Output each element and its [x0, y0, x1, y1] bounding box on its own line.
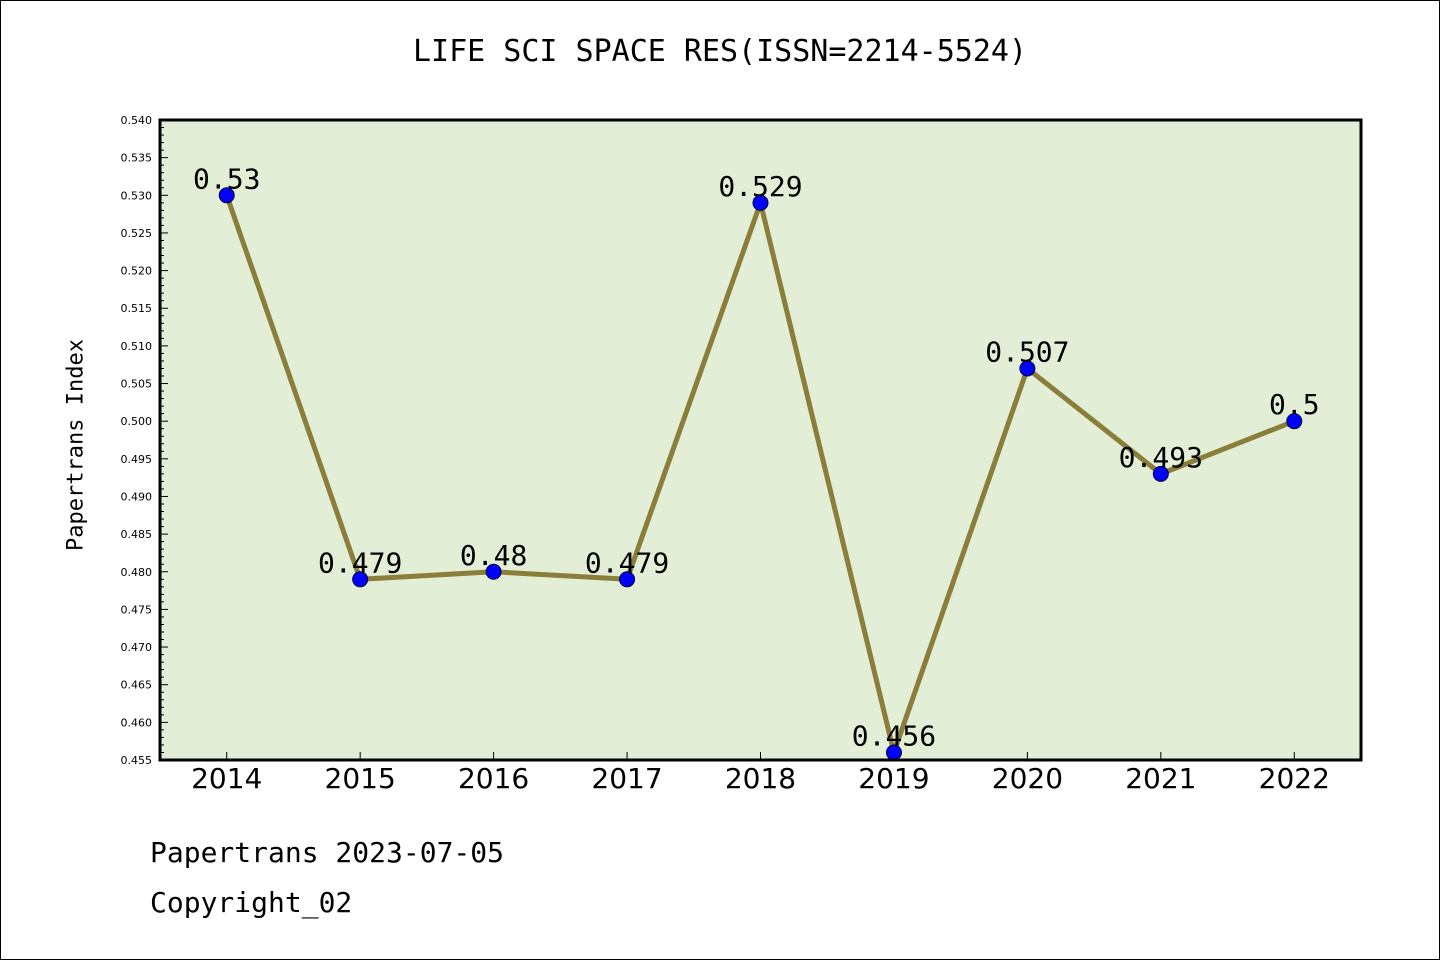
- y-tick-label: 0.500: [121, 415, 153, 428]
- data-point: [1286, 413, 1303, 430]
- y-tick-label: 0.455: [121, 754, 153, 767]
- data-points: [218, 187, 1303, 761]
- y-tick-label: 0.490: [121, 490, 153, 503]
- x-tick-label: 2016: [458, 762, 529, 795]
- y-tick-label: 0.495: [121, 453, 153, 466]
- data-point: [1152, 465, 1169, 482]
- footer-date: Papertrans 2023-07-05: [150, 836, 505, 869]
- chart-title: LIFE SCI SPACE RES(ISSN=2214-5524): [412, 34, 1028, 69]
- y-tick-label: 0.535: [121, 152, 153, 165]
- x-axis: 2014 2015 2016 2017 2018 2019 2020 2021 2022: [191, 752, 1330, 795]
- plot-border: [158, 118, 1363, 762]
- y-tick-label: 0.480: [121, 566, 153, 579]
- y-tick-label: 0.540: [121, 114, 153, 127]
- x-tick-label: 2021: [1125, 762, 1196, 795]
- data-label: 0.479: [585, 546, 669, 579]
- footer-copyright: Copyright_02: [150, 886, 353, 919]
- x-tick-label: 2017: [591, 762, 662, 795]
- data-point: [352, 571, 369, 588]
- data-label: 0.53: [193, 162, 260, 195]
- y-tick-label: 0.520: [121, 265, 153, 278]
- data-label: 0.456: [852, 719, 936, 752]
- x-tick-label: 2015: [325, 762, 396, 795]
- data-label: 0.529: [718, 170, 802, 203]
- data-label: 0.48: [460, 539, 527, 572]
- y-tick-label: 0.515: [121, 302, 153, 315]
- data-label: 0.479: [318, 546, 402, 579]
- y-tick-label: 0.525: [121, 227, 153, 240]
- data-point: [619, 571, 636, 588]
- y-tick-label: 0.485: [121, 528, 153, 541]
- x-tick-label: 2022: [1259, 762, 1330, 795]
- y-tick-label: 0.475: [121, 603, 153, 616]
- y-tick-label: 0.465: [121, 679, 153, 692]
- x-tick-label: 2020: [992, 762, 1063, 795]
- data-point: [485, 563, 502, 580]
- data-point: [1019, 360, 1036, 377]
- data-label: 0.5: [1269, 388, 1320, 421]
- data-point: [752, 194, 769, 211]
- x-tick-label: 2014: [191, 762, 262, 795]
- y-tick-label: 0.470: [121, 641, 153, 654]
- data-label: 0.507: [985, 335, 1069, 368]
- plot-area: [160, 120, 1361, 760]
- y-tick-label: 0.460: [121, 716, 153, 729]
- data-point: [218, 187, 235, 204]
- y-tick-label: 0.510: [121, 340, 153, 353]
- data-labels: 0.53 0.479 0.48 0.479 0.529 0.456 0.507 0.493 0.…: [193, 162, 1320, 752]
- y-tick-label: 0.530: [121, 189, 153, 202]
- y-tick-label: 0.505: [121, 378, 153, 391]
- x-tick-label: 2019: [858, 762, 929, 795]
- x-tick-label: 2018: [725, 762, 796, 795]
- data-label: 0.493: [1119, 441, 1203, 474]
